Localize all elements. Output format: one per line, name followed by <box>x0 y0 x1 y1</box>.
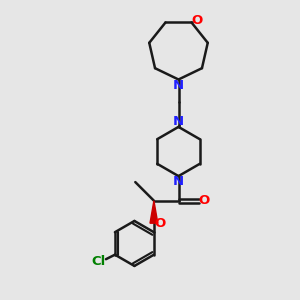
Text: O: O <box>191 14 203 27</box>
Text: N: N <box>173 115 184 128</box>
Text: N: N <box>173 79 184 92</box>
Text: O: O <box>154 217 166 230</box>
Text: N: N <box>173 175 184 188</box>
Text: O: O <box>198 194 209 207</box>
Text: Cl: Cl <box>91 255 106 268</box>
Polygon shape <box>150 201 158 223</box>
